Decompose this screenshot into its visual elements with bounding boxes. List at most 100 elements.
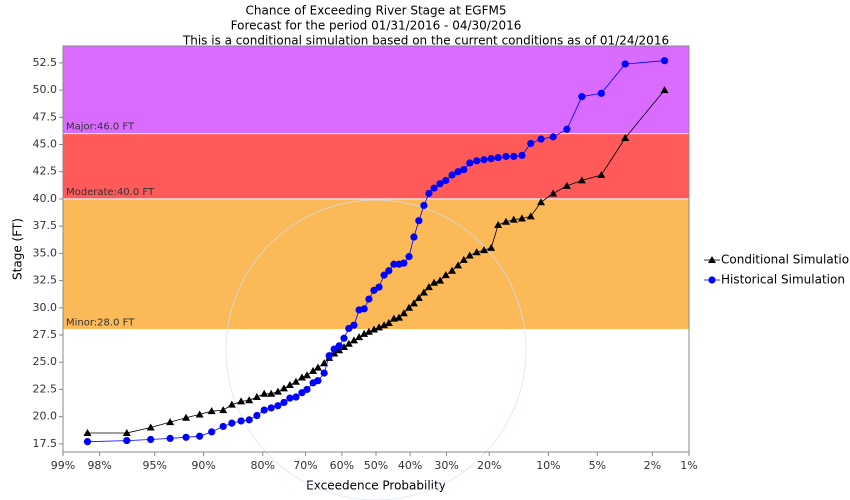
marker bbox=[390, 260, 398, 268]
marker bbox=[430, 184, 438, 192]
x-tick-label: 70% bbox=[293, 459, 317, 472]
chart-title: Chance of Exceeding River Stage at EGFM5 bbox=[246, 4, 507, 18]
marker bbox=[123, 436, 131, 445]
marker bbox=[297, 373, 306, 381]
marker bbox=[245, 396, 254, 404]
marker bbox=[208, 428, 216, 436]
marker bbox=[410, 233, 418, 241]
marker bbox=[415, 217, 423, 225]
marker bbox=[487, 243, 496, 251]
y-tick-label: 40.0 bbox=[33, 192, 58, 205]
marker bbox=[182, 433, 190, 441]
marker bbox=[420, 201, 428, 210]
marker bbox=[473, 157, 481, 165]
marker bbox=[313, 363, 322, 371]
marker bbox=[465, 251, 474, 259]
marker bbox=[279, 384, 288, 392]
marker bbox=[303, 385, 311, 394]
marker bbox=[424, 283, 433, 291]
marker bbox=[466, 159, 474, 167]
marker bbox=[537, 198, 546, 206]
marker bbox=[291, 377, 300, 385]
marker bbox=[494, 153, 502, 162]
marker bbox=[436, 180, 444, 188]
marker bbox=[196, 432, 204, 440]
marker bbox=[380, 271, 388, 279]
marker bbox=[549, 133, 557, 141]
flood-band bbox=[63, 198, 689, 330]
marker bbox=[83, 438, 92, 446]
marker bbox=[166, 434, 174, 442]
marker bbox=[325, 352, 333, 360]
marker bbox=[518, 151, 526, 159]
marker bbox=[708, 256, 716, 263]
chart-subtitle: Forecast for the period 01/31/2016 - 04/… bbox=[231, 19, 522, 33]
x-tick-label: 60% bbox=[330, 459, 354, 472]
marker bbox=[577, 176, 586, 184]
x-tick-label: 98% bbox=[87, 459, 111, 472]
marker bbox=[621, 133, 630, 141]
band-label: Minor:28.0 FT bbox=[66, 318, 135, 329]
marker bbox=[364, 327, 373, 335]
marker bbox=[480, 156, 488, 164]
marker bbox=[335, 346, 344, 354]
y-tick-label: 32.5 bbox=[33, 274, 58, 287]
marker bbox=[419, 288, 428, 296]
marker bbox=[335, 342, 343, 350]
marker bbox=[517, 214, 526, 222]
y-tick-label: 22.5 bbox=[33, 382, 58, 395]
marker bbox=[425, 189, 433, 198]
marker bbox=[578, 93, 586, 101]
marker bbox=[400, 259, 408, 267]
marker bbox=[349, 336, 358, 344]
band-label: Major:46.0 FT bbox=[66, 122, 135, 133]
x-tick-label: 40% bbox=[398, 459, 422, 472]
y-tick-label: 47.5 bbox=[33, 110, 58, 123]
marker bbox=[409, 299, 418, 307]
marker bbox=[207, 407, 216, 415]
marker bbox=[563, 125, 571, 133]
marker bbox=[487, 155, 495, 163]
y-tick-label: 35.0 bbox=[33, 246, 58, 259]
marker bbox=[526, 212, 535, 220]
flood-band bbox=[63, 133, 689, 199]
marker bbox=[260, 406, 268, 414]
y-axis-label: Stage (FT) bbox=[11, 218, 25, 280]
marker bbox=[237, 397, 246, 405]
x-tick-label: 10% bbox=[536, 459, 560, 472]
marker bbox=[621, 60, 629, 68]
marker bbox=[292, 393, 300, 401]
marker bbox=[320, 359, 329, 367]
legend-label: Conditional Simulation bbox=[721, 253, 850, 267]
x-tick-label: 5% bbox=[589, 459, 606, 472]
marker bbox=[147, 435, 155, 444]
marker bbox=[430, 278, 439, 286]
marker bbox=[166, 418, 175, 426]
marker bbox=[355, 333, 364, 341]
marker bbox=[286, 394, 294, 402]
x-tick-label: 30% bbox=[434, 459, 458, 472]
marker bbox=[267, 389, 276, 397]
marker bbox=[340, 334, 348, 342]
marker bbox=[494, 221, 503, 229]
marker bbox=[448, 266, 457, 274]
marker bbox=[245, 416, 253, 424]
marker bbox=[369, 325, 378, 333]
marker bbox=[597, 170, 606, 178]
x-tick-label: 95% bbox=[142, 459, 166, 472]
y-tick-label: 17.5 bbox=[33, 437, 58, 450]
marker bbox=[320, 369, 328, 377]
y-tick-label: 27.5 bbox=[33, 328, 58, 341]
marker bbox=[454, 261, 463, 269]
marker bbox=[459, 255, 468, 263]
marker bbox=[549, 189, 558, 197]
marker bbox=[83, 428, 92, 436]
marker bbox=[314, 377, 322, 385]
band-label: Moderate:40.0 FT bbox=[66, 187, 155, 198]
flood-band bbox=[63, 46, 689, 134]
marker bbox=[395, 313, 404, 321]
marker bbox=[309, 366, 318, 374]
x-tick-label: 50% bbox=[364, 459, 388, 472]
marker bbox=[562, 181, 571, 189]
x-tick-label: 80% bbox=[251, 459, 275, 472]
